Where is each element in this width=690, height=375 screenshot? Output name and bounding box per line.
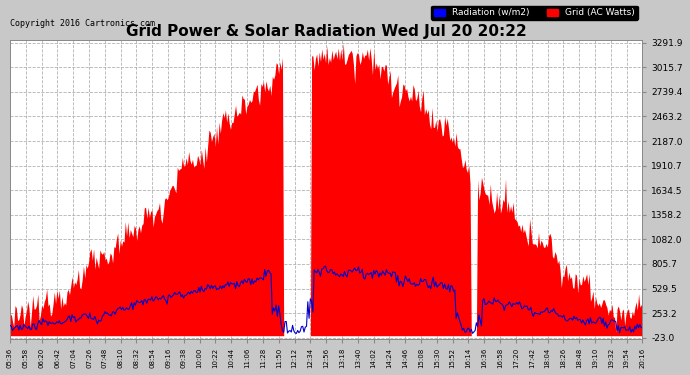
Legend: Radiation (w/m2), Grid (AC Watts): Radiation (w/m2), Grid (AC Watts) bbox=[431, 6, 638, 20]
Text: Copyright 2016 Cartronics.com: Copyright 2016 Cartronics.com bbox=[10, 19, 155, 28]
Title: Grid Power & Solar Radiation Wed Jul 20 20:22: Grid Power & Solar Radiation Wed Jul 20 … bbox=[126, 24, 526, 39]
